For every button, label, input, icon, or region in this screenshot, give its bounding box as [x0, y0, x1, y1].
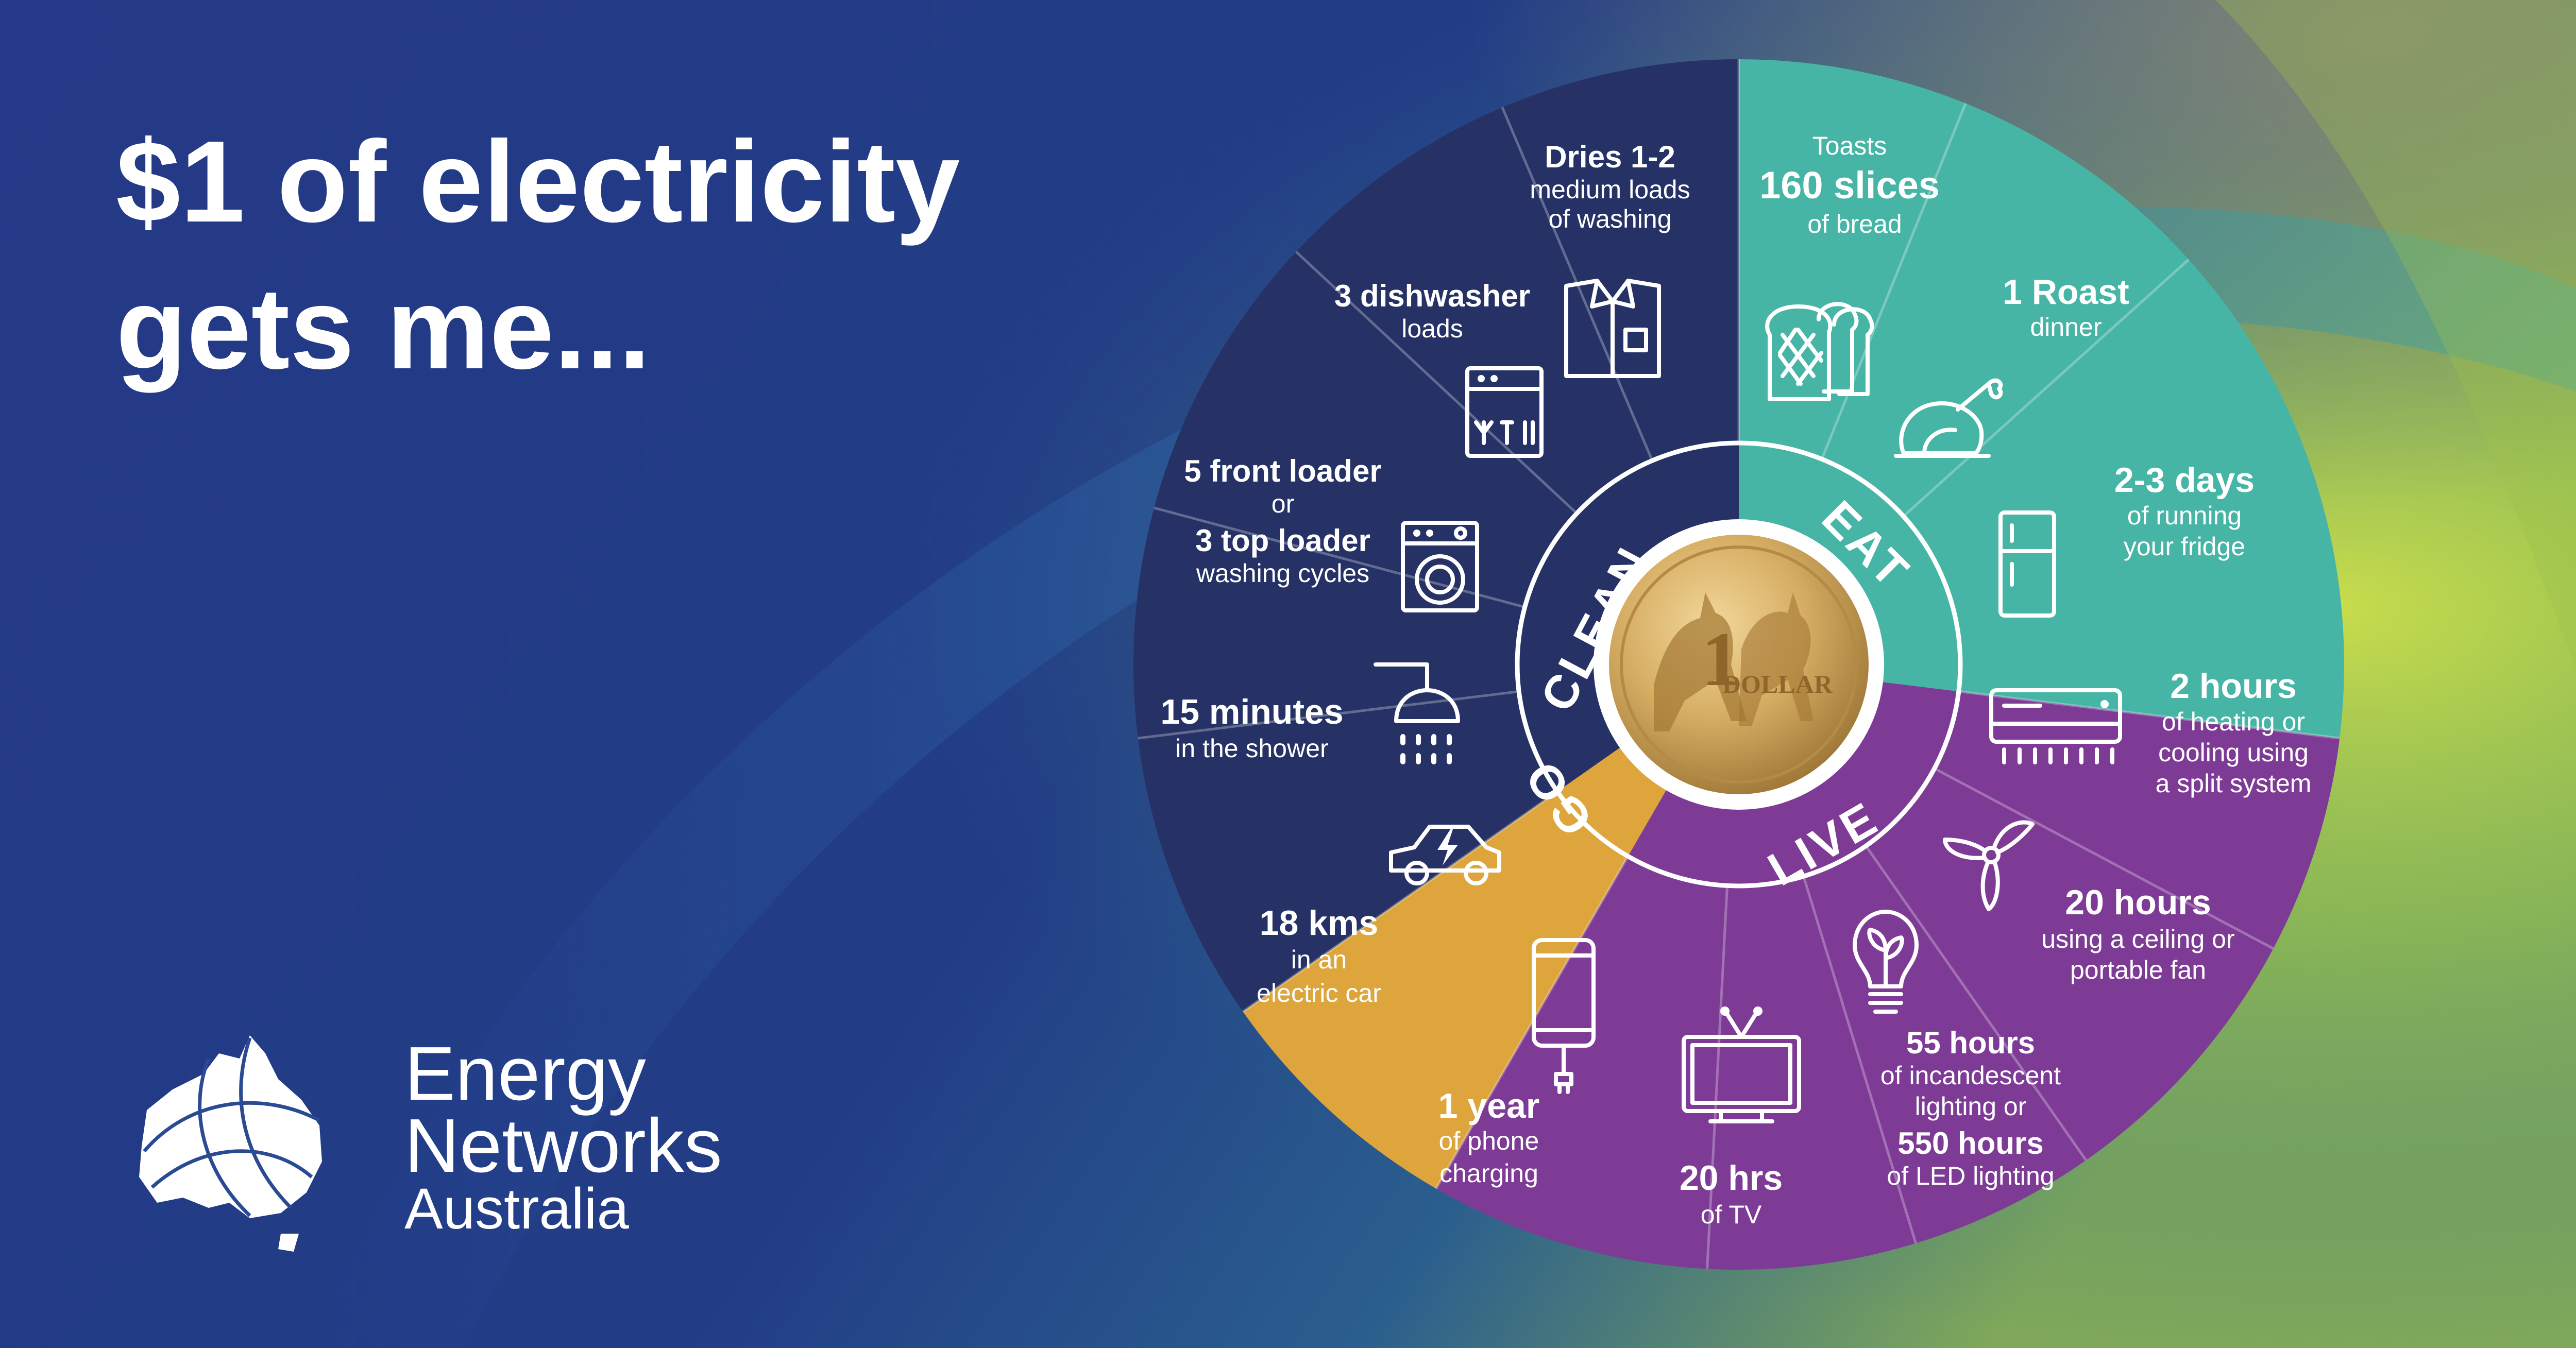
segment-washer: 5 front loader or 3 top loader washing c… [1184, 454, 1479, 612]
sector-divider-11 [1958, 690, 2340, 740]
sector-divider-3 [1154, 506, 1526, 609]
light-bulb-icon [1853, 910, 1919, 1014]
australia-map-icon [139, 1035, 322, 1252]
logo-line-1: Energy [404, 1031, 646, 1116]
sector-divider-9 [1706, 885, 1728, 1269]
bread-icon [1765, 302, 1874, 401]
go-sector [1243, 664, 1739, 1189]
aircon-line-1: 2 hours [2170, 667, 2297, 706]
segment-dishwasher: 3 dishwasher loads [1334, 279, 1544, 458]
segment-fan: 20 hours using a ceiling or portable fan [1943, 820, 2235, 984]
coin-numeral: 1 [1702, 617, 1740, 702]
washing-line-1: Dries 1-2 [1545, 140, 1675, 174]
segment-toast: Toasts 160 slices of bread [1759, 131, 1940, 401]
sector-divider-6 [1934, 767, 2274, 950]
toast-line-1: Toasts [1812, 131, 1887, 160]
tv-icon [1682, 1006, 1801, 1123]
dishwasher-icon [1465, 366, 1544, 458]
washer-line-3: 3 top loader [1195, 523, 1370, 558]
washing-line-3: of washing [1548, 204, 1671, 233]
sector-divider-0 [1820, 103, 1967, 460]
shower-icon [1374, 662, 1460, 764]
energy-networks-australia-logo: Energy Networks Australia [139, 1031, 722, 1252]
car-line-3: electric car [1257, 979, 1381, 1008]
lighting-line-3: lighting or [1915, 1092, 2027, 1121]
dishwasher-line-1: 3 dishwasher [1334, 279, 1530, 313]
fan-line-3: portable fan [2070, 955, 2206, 984]
segment-aircon: 2 hours of heating or cooling using a sp… [1989, 667, 2312, 798]
roast-chicken-icon [1894, 378, 2003, 458]
logo-line-2: Networks [404, 1103, 722, 1188]
lighting-line-4: 550 hours [1897, 1126, 2043, 1161]
coin-label: DOLLAR [1722, 670, 1833, 698]
tv-line-1: 20 hrs [1680, 1158, 1783, 1198]
car-line-1: 18 kms [1260, 903, 1379, 943]
electric-car-icon [1389, 825, 1501, 885]
toast-line-3: of bread [1807, 210, 1902, 238]
fridge-line-3: your fridge [2124, 532, 2245, 561]
sector-divider-8 [1802, 876, 1917, 1244]
car-line-2: in an [1291, 945, 1347, 974]
logo-line-3: Australia [404, 1176, 629, 1241]
segment-lighting: 55 hours of incandescent lighting or 550… [1853, 910, 2061, 1190]
segment-car: 18 kms in an electric car [1257, 825, 1501, 1008]
shower-line-2: in the shower [1175, 734, 1328, 763]
phone-line-1: 1 year [1438, 1086, 1540, 1125]
fan-line-2: using a ceiling or [2041, 925, 2234, 953]
energy-wheel: CLEAN EAT LIVE GO 1 DOLLAR Dries 1-2 med… [1133, 59, 2344, 1270]
washing-machine-icon [1401, 521, 1479, 612]
phone-line-3: charging [1439, 1159, 1538, 1188]
washer-line-1: 5 front loader [1184, 454, 1381, 488]
live-sector [1436, 664, 2340, 1270]
washer-line-4: washing cycles [1196, 559, 1369, 588]
tv-line-2: of TV [1701, 1200, 1762, 1229]
fridge-line-2: of running [2127, 501, 2242, 530]
shirt-icon [1564, 279, 1661, 378]
dollar-coin: 1 DOLLAR [1594, 519, 1884, 810]
wheel-separators [1138, 59, 2340, 1269]
lighting-line-1: 55 hours [1906, 1026, 2035, 1060]
sector-divider-10 [1242, 790, 1558, 1013]
washing-line-2: medium loads [1530, 175, 1690, 204]
toast-line-2: 160 slices [1759, 164, 1940, 207]
sector-divider-4 [1295, 250, 1578, 515]
lighting-line-2: of incandescent [1880, 1061, 2061, 1090]
lighting-line-5: of LED lighting [1887, 1162, 2054, 1190]
eat-sector [1739, 59, 2344, 739]
segment-tv: 20 hrs of TV [1680, 1006, 1801, 1229]
roast-line-1: 1 Roast [2003, 272, 2129, 312]
segment-fridge: 2-3 days of running your fridge [1998, 460, 2255, 618]
title-line-2: gets me... [116, 263, 651, 393]
roast-line-2: dinner [2030, 313, 2102, 342]
segment-roast: 1 Roast dinner [1894, 272, 2129, 458]
aircon-line-4: a split system [2156, 769, 2312, 798]
fridge-icon [1998, 510, 2056, 618]
aircon-line-2: of heating or [2162, 707, 2305, 736]
fan-icon [1943, 820, 2035, 911]
sector-divider-7 [1865, 845, 2088, 1161]
air-conditioner-icon [1989, 688, 2122, 764]
washer-line-2: or [1272, 489, 1294, 518]
title-line-1: $1 of electricity [116, 116, 960, 246]
phone-icon [1532, 938, 1596, 1094]
segment-washing: Dries 1-2 medium loads of washing [1530, 140, 1690, 378]
wheel-sectors [1133, 59, 2344, 1270]
fan-line-1: 20 hours [2065, 883, 2211, 922]
sector-divider-2 [1138, 690, 1519, 740]
segment-shower: 15 minutes in the shower [1160, 662, 1460, 764]
inner-ring [1515, 440, 1963, 889]
phone-line-2: of phone [1439, 1127, 1539, 1155]
dishwasher-line-2: loads [1401, 314, 1463, 343]
shower-line-1: 15 minutes [1160, 692, 1343, 731]
sector-divider-1 [1902, 258, 2190, 518]
aircon-line-3: cooling using [2158, 738, 2309, 767]
segment-phone: 1 year of phone charging [1438, 938, 1596, 1188]
fridge-line-1: 2-3 days [2114, 460, 2255, 500]
clean-sector [1133, 59, 1739, 1012]
